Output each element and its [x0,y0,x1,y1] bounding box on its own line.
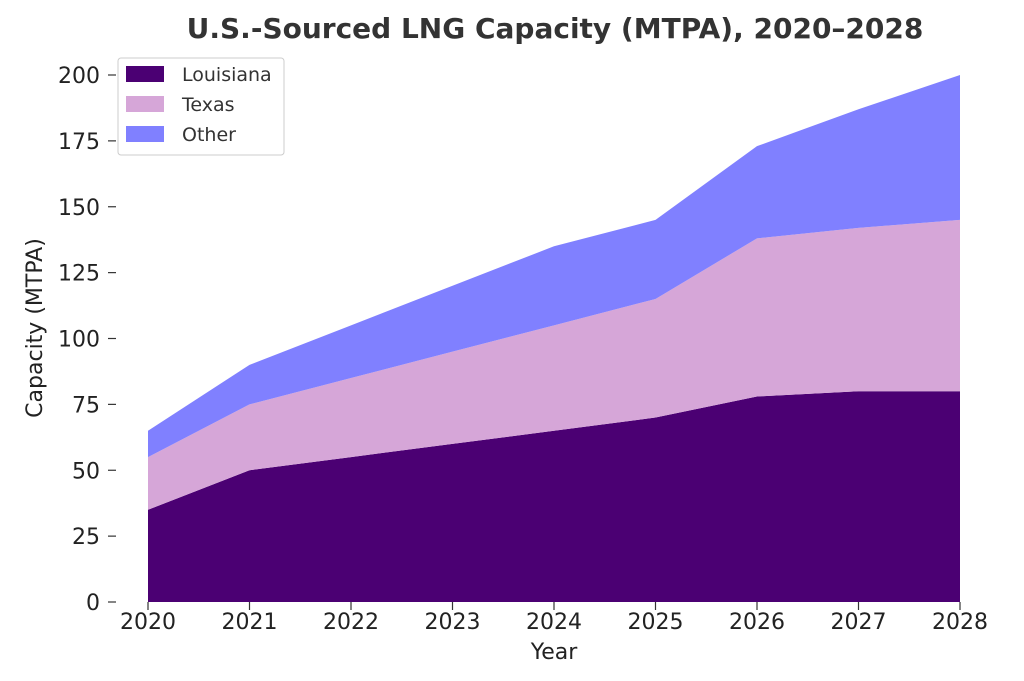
y-axis-label: Capacity (MTPA) [23,238,48,418]
x-tick-label: 2025 [628,610,684,635]
y-tick-label: 50 [72,459,100,484]
y-tick-label: 175 [58,130,100,155]
y-tick-label: 100 [58,328,100,353]
legend-swatch-louisiana [126,66,164,82]
y-tick-label: 125 [58,262,100,287]
chart-title: U.S.-Sourced LNG Capacity (MTPA), 2020–2… [187,12,924,45]
legend-label-louisiana: Louisiana [182,64,272,86]
legend-swatch-texas [126,96,164,112]
y-tick-label: 200 [58,64,100,89]
y-axis: 0 25 50 75 100 125 150 175 200 [58,64,116,616]
y-tick-label: 75 [72,393,100,418]
x-tick-label: 2023 [425,610,481,635]
y-tick-label: 25 [72,525,100,550]
y-tick-label: 0 [86,591,100,616]
x-tick-label: 2024 [526,610,582,635]
x-tick-label: 2022 [323,610,379,635]
x-tick-label: 2028 [932,610,988,635]
x-tick-label: 2021 [222,610,278,635]
legend-swatch-other [126,126,164,142]
y-tick-label: 150 [58,196,100,221]
legend: Louisiana Texas Other [117,57,285,156]
x-axis: 2020 2021 2022 2023 2024 2025 2026 2027 2028 [120,602,988,635]
legend-label-texas: Texas [181,94,235,116]
legend-label-other: Other [182,124,236,146]
area-other [148,75,960,458]
x-tick-label: 2027 [831,610,887,635]
area-texas [148,219,960,510]
x-axis-label: Year [530,640,579,665]
x-tick-label: 2020 [120,610,176,635]
series-areas [148,75,960,602]
x-tick-label: 2026 [729,610,785,635]
area-louisiana [148,391,960,602]
